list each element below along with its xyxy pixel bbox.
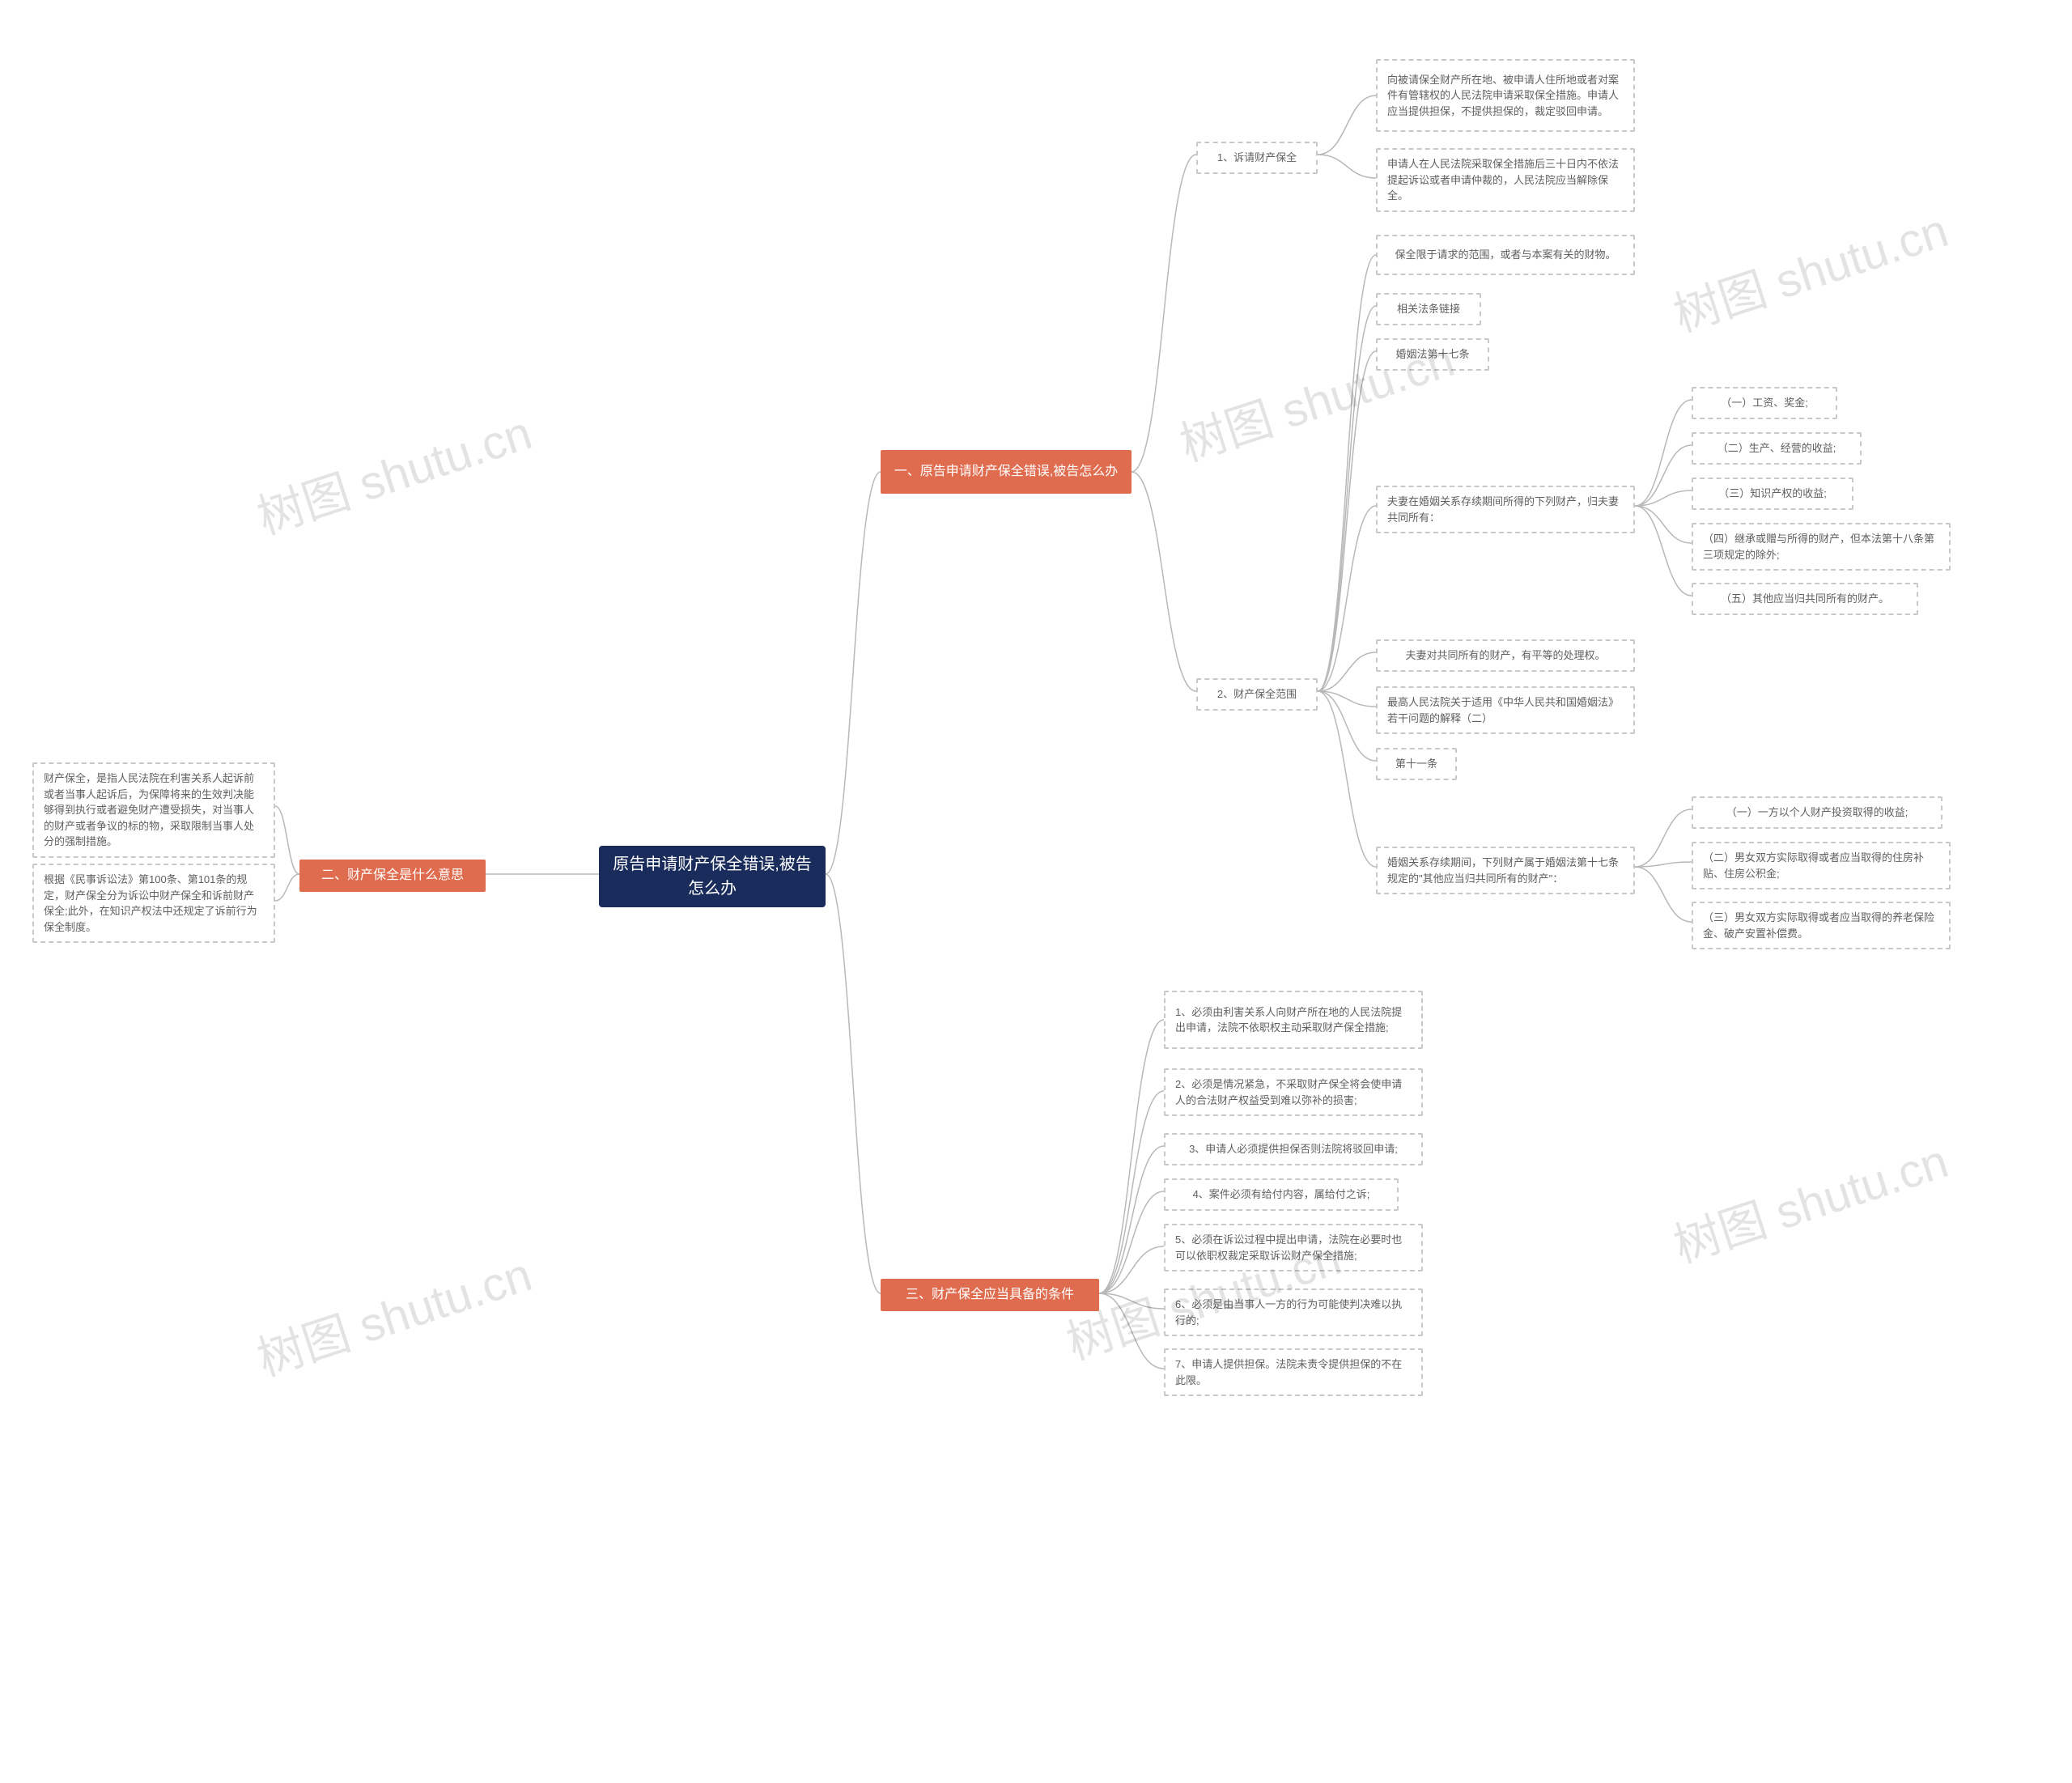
mindmap-node-b2_l2: 根据《民事诉讼法》第100条、第101条的规定，财产保全分为诉讼中财产保全和诉前… (32, 864, 275, 943)
mindmap-node-b1_c2_l2: 相关法条链接 (1376, 293, 1481, 325)
mindmap-node-b1_c2_l3: 婚姻法第十七条 (1376, 338, 1489, 371)
mindmap-node-b3_l2: 2、必须是情况紧急，不采取财产保全将会使申请人的合法财产权益受到难以弥补的损害; (1164, 1068, 1423, 1116)
connector-edge (1635, 867, 1692, 922)
connector-edge (1635, 400, 1692, 506)
connector-edge (1318, 96, 1376, 155)
mindmap-node-b1_c2_l4_s3: （三）知识产权的收益; (1692, 478, 1853, 510)
connector-edge (1318, 691, 1376, 761)
mindmap-node-b3_l1: 1、必须由利害关系人向财产所在地的人民法院提出申请，法院不依职权主动采取财产保全… (1164, 991, 1423, 1049)
connector-edge (275, 806, 299, 874)
connector-edge (1132, 155, 1196, 472)
connector-edge (1132, 472, 1196, 691)
connector-edge (1099, 1191, 1164, 1293)
mindmap-node-b3_l6: 6、必须是由当事人一方的行为可能使判决难以执行的; (1164, 1288, 1423, 1336)
connector-edge (1635, 506, 1692, 543)
mindmap-node-b3_l3: 3、申请人必须提供担保否则法院将驳回申请; (1164, 1133, 1423, 1165)
mindmap-node-b1_c2_l6: 最高人民法院关于适用《中华人民共和国婚姻法》若干问题的解释（二） (1376, 686, 1635, 734)
mindmap-node-b1_c2_l8_s2: （二）男女双方实际取得或者应当取得的住房补贴、住房公积金; (1692, 842, 1951, 889)
mindmap-node-b1_c2: 2、财产保全范围 (1196, 678, 1318, 711)
mindmap-node-b2_l1: 财产保全，是指人民法院在利害关系人起诉前或者当事人起诉后，为保障将来的生效判决能… (32, 762, 275, 858)
connector-edge (826, 472, 881, 874)
mindmap-node-b1_c2_l5: 夫妻对共同所有的财产，有平等的处理权。 (1376, 639, 1635, 672)
mindmap-node-b1_c2_l4_s1: （一）工资、奖金; (1692, 387, 1837, 419)
connector-edge (1318, 506, 1376, 691)
mindmap-node-b3: 三、财产保全应当具备的条件 (881, 1279, 1099, 1311)
mindmap-node-b1_c2_l1: 保全限于请求的范围，或者与本案有关的财物。 (1376, 235, 1635, 275)
mindmap-node-b1_c2_l8: 婚姻关系存续期间，下列财产属于婚姻法第十七条规定的"其他应当归共同所有的财产"： (1376, 847, 1635, 894)
connector-edge (826, 874, 881, 1293)
connector-edge (1318, 351, 1376, 691)
mindmap-node-b1_c1: 1、诉请财产保全 (1196, 142, 1318, 174)
connector-edge (1318, 691, 1376, 867)
connector-edge (1635, 506, 1692, 596)
mindmap-node-b1: 一、原告申请财产保全错误,被告怎么办 (881, 450, 1132, 494)
connector-edge (1318, 155, 1376, 178)
mindmap-node-b1_c2_l8_s1: （一）一方以个人财产投资取得的收益; (1692, 796, 1942, 829)
mindmap-node-b1_c2_l4_s5: （五）其他应当归共同所有的财产。 (1692, 583, 1918, 615)
mindmap-node-b1_c1_l1: 向被请保全财产所在地、被申请人住所地或者对案件有管辖权的人民法院申请采取保全措施… (1376, 59, 1635, 132)
mindmap-node-b3_l4: 4、案件必须有给付内容，属给付之诉; (1164, 1178, 1399, 1211)
mindmap-node-b1_c2_l4_s2: （二）生产、经营的收益; (1692, 432, 1862, 465)
connector-edge (1635, 809, 1692, 867)
mindmap-node-b2: 二、财产保全是什么意思 (299, 860, 486, 892)
mindmap-node-b1_c2_l4: 夫妻在婚姻关系存续期间所得的下列财产，归夫妻共同所有： (1376, 486, 1635, 533)
connector-edge (1099, 1020, 1164, 1293)
mindmap-node-b1_c2_l7: 第十一条 (1376, 748, 1457, 780)
mindmap-node-b3_l7: 7、申请人提供担保。法院未责令提供担保的不在此限。 (1164, 1348, 1423, 1396)
connector-edge (1099, 1091, 1164, 1293)
connector-edge (275, 874, 299, 901)
mindmap-node-root: 原告申请财产保全错误,被告怎么办 (599, 846, 826, 907)
connector-edge (1099, 1293, 1164, 1369)
mindmap-node-b1_c2_l4_s4: （四）继承或赠与所得的财产，但本法第十八条第三项规定的除外; (1692, 523, 1951, 571)
mindmap-node-b1_c2_l8_s3: （三）男女双方实际取得或者应当取得的养老保险金、破产安置补偿费。 (1692, 902, 1951, 949)
connector-edge (1099, 1146, 1164, 1293)
mindmap-node-b1_c1_l2: 申请人在人民法院采取保全措施后三十日内不依法提起诉讼或者申请仲裁的，人民法院应当… (1376, 148, 1635, 212)
mindmap-node-b3_l5: 5、必须在诉讼过程中提出申请，法院在必要时也可以依职权裁定采取诉讼财产保全措施; (1164, 1224, 1423, 1271)
